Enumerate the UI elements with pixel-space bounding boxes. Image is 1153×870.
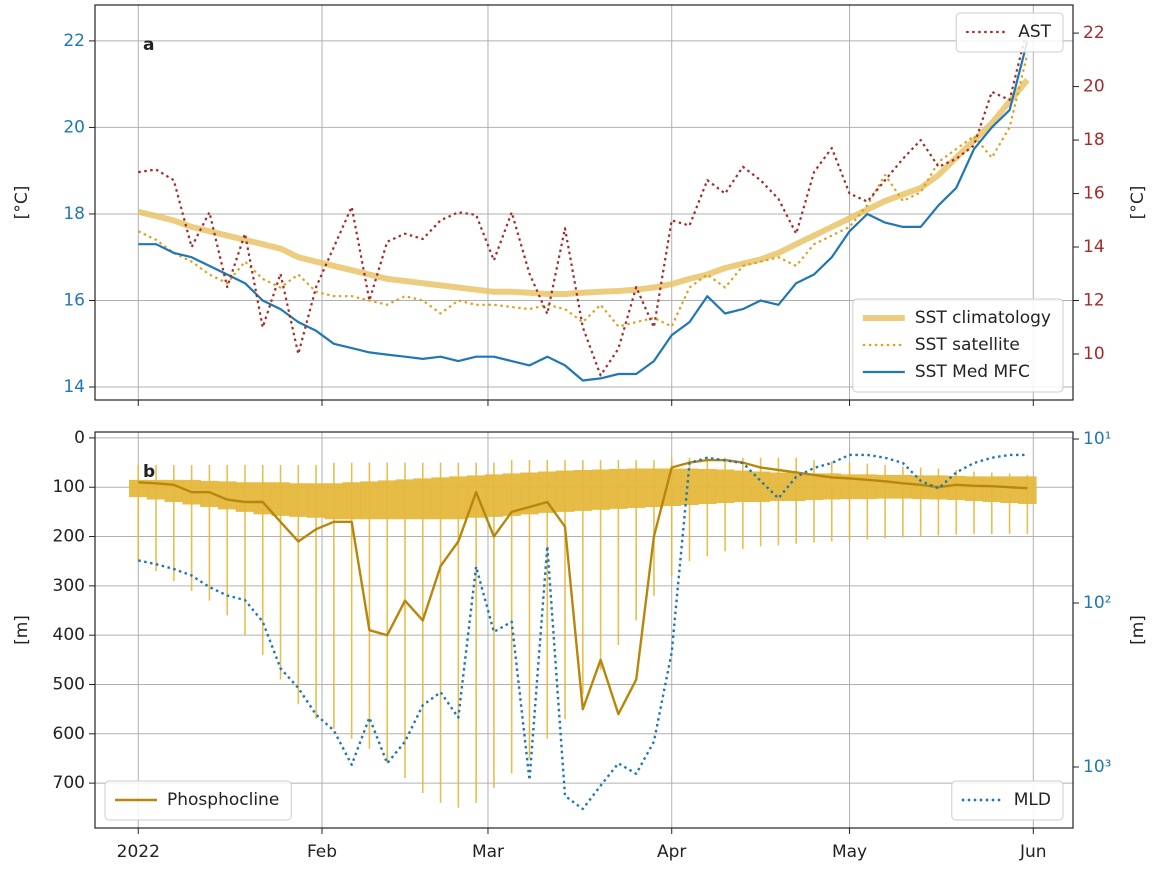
y2-tick-label: 10² <box>1083 593 1111 613</box>
x-tick-label: Feb <box>307 842 337 862</box>
y-axis-label: [°C] <box>12 186 32 220</box>
x-tick-label: 2022 <box>117 842 160 862</box>
legend-label: MLD <box>1014 790 1051 810</box>
y-tick-label: 18 <box>63 204 85 224</box>
y-tick-label: 0 <box>74 428 85 448</box>
legend: SST climatology SST satellite SST Med MFC <box>852 298 1064 393</box>
y2-tick-label: 12 <box>1083 291 1105 311</box>
legend-box <box>955 12 1064 53</box>
legend: Phosphocline <box>104 780 292 821</box>
y-tick-label: 500 <box>53 674 85 694</box>
series-line <box>137 53 1029 328</box>
y2-tick-label: 10 <box>1083 344 1105 364</box>
legend-label: SST satellite <box>915 335 1020 355</box>
y-tick-label: 300 <box>53 576 85 596</box>
series-line <box>138 40 1029 382</box>
y-tick-label: 16 <box>63 290 85 310</box>
y2-axis-label: [m] <box>1128 615 1148 645</box>
x-tick-label: Apr <box>657 842 686 862</box>
y-tick-label: 200 <box>53 527 85 547</box>
legend-label: Phosphocline <box>167 790 279 810</box>
y-tick-label: 22 <box>63 31 85 51</box>
y2-axis-label: [°C] <box>1128 186 1148 220</box>
legend-label: SST Med MFC <box>915 362 1030 382</box>
y-tick-label: 700 <box>53 773 85 793</box>
x-tick-label: May <box>832 842 867 862</box>
legend: AST <box>955 12 1064 53</box>
legend-box <box>852 298 1064 393</box>
y-tick-label: 600 <box>53 724 85 744</box>
x-tick-label: Jun <box>1019 842 1047 862</box>
panel-label: b <box>143 462 155 482</box>
y-tick-label: 14 <box>63 377 85 397</box>
y2-tick-label: 10³ <box>1083 757 1111 777</box>
series-line <box>137 77 1030 297</box>
legend-box <box>104 780 292 821</box>
legend-box <box>951 780 1064 821</box>
y2-tick-label: 22 <box>1083 23 1105 43</box>
y2-tick-label: 18 <box>1083 130 1105 150</box>
y-tick-label: 20 <box>63 117 85 137</box>
y2-tick-label: 16 <box>1083 184 1105 204</box>
series-line <box>138 458 1028 716</box>
legend-label: AST <box>1018 22 1051 42</box>
panel-label: a <box>143 35 154 55</box>
x-tick-label: Mar <box>472 842 504 862</box>
legend-label: SST climatology <box>915 308 1051 328</box>
y2-tick-label: 10¹ <box>1083 429 1111 449</box>
plot-frame <box>94 431 1074 829</box>
series-line <box>138 453 1028 811</box>
y-tick-label: 100 <box>53 477 85 497</box>
y2-tick-label: 20 <box>1083 77 1105 97</box>
y2-tick-label: 14 <box>1083 237 1105 257</box>
plot-frame <box>94 4 1074 401</box>
legend: MLD <box>951 780 1064 821</box>
y-axis-label: [m] <box>12 615 32 645</box>
y-tick-label: 400 <box>53 625 85 645</box>
